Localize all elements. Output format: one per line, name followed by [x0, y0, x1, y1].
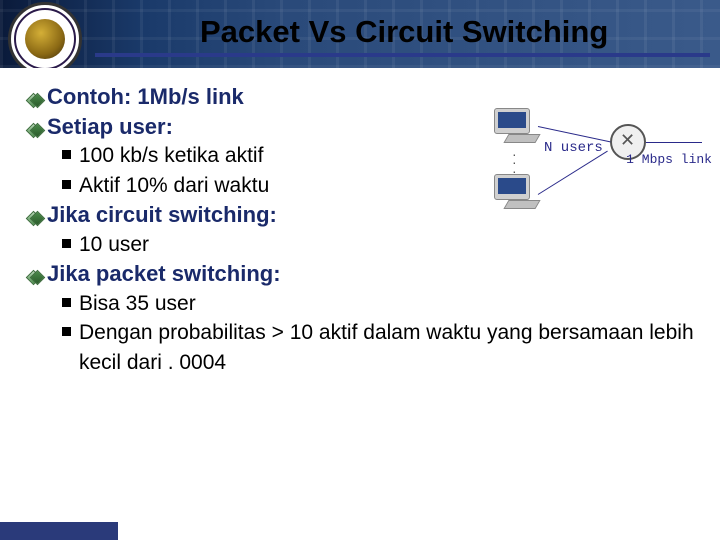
computer-node-icon [494, 108, 540, 150]
diamond-bullet-icon [28, 270, 41, 283]
sub-bullet: Bisa 35 user [62, 289, 700, 318]
bullet-text: Setiap user: [47, 112, 173, 142]
ellipsis-icon: ··· [512, 150, 517, 175]
keyboard-icon [503, 134, 540, 143]
square-bullet-icon [62, 150, 71, 159]
sub-text: Aktif 10% dari waktu [79, 171, 269, 200]
sub-text: Bisa 35 user [79, 289, 196, 318]
diamond-bullet-icon [28, 123, 41, 136]
sub-text: 100 kb/s ketika aktif [79, 141, 263, 170]
square-bullet-icon [62, 327, 71, 336]
monitor-icon [494, 108, 530, 134]
nusers-label: N users [544, 140, 603, 156]
bullet-packet-switching: Jika packet switching: [28, 259, 700, 289]
header-banner: Packet Vs Circuit Switching [0, 0, 720, 68]
network-diagram: ··· N users 1 Mbps link [494, 108, 704, 228]
link-label: 1 Mbps link [626, 152, 712, 167]
keyboard-icon [503, 200, 540, 209]
slide-title: Packet Vs Circuit Switching [200, 14, 608, 50]
sub-text: Dengan probabilitas > 10 aktif dalam wak… [79, 318, 700, 377]
sub-text: 10 user [79, 230, 149, 259]
diamond-bullet-icon [28, 211, 41, 224]
logo-emblem [25, 19, 65, 59]
square-bullet-icon [62, 180, 71, 189]
bullet-text: Jika circuit switching: [47, 200, 277, 230]
bullet-text: Jika packet switching: [47, 259, 281, 289]
bullet-text: Contoh: 1Mb/s link [47, 82, 244, 112]
computer-node-icon [494, 174, 540, 216]
title-underline [95, 53, 710, 57]
footer-band [0, 522, 118, 540]
university-logo [8, 2, 82, 68]
square-bullet-icon [62, 298, 71, 307]
sub-bullet: 10 user [62, 230, 700, 259]
sub-bullet: Dengan probabilitas > 10 aktif dalam wak… [62, 318, 700, 377]
square-bullet-icon [62, 239, 71, 248]
diamond-bullet-icon [28, 93, 41, 106]
edge-link-line [646, 142, 702, 143]
edge-line [538, 151, 608, 195]
monitor-icon [494, 174, 530, 200]
